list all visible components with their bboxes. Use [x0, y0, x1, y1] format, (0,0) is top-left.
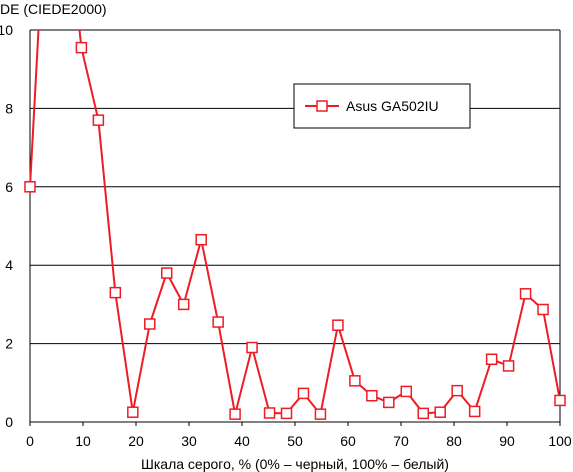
- data-point: [75, 41, 88, 54]
- data-point: [160, 267, 173, 279]
- data-point: [246, 341, 258, 354]
- series-line-0: [29, 30, 561, 416]
- x-tick-label-0: 0: [26, 433, 34, 449]
- x-tick-label-50: 50: [287, 433, 303, 449]
- data-point: [92, 114, 105, 126]
- data-point: [263, 407, 276, 419]
- data-point: [502, 360, 515, 372]
- x-tick-label-10: 10: [75, 433, 91, 449]
- axes: [29, 30, 561, 426]
- data-point: [485, 353, 498, 366]
- data-point: [144, 318, 156, 330]
- x-tick-label-100: 100: [548, 433, 572, 449]
- data-point: [280, 407, 293, 420]
- y-tick-label-8: 8: [5, 100, 13, 116]
- y-tick-label-0: 0: [5, 414, 13, 430]
- y-axis-label: DE (CIEDE2000): [0, 1, 107, 17]
- x-axis-label: Шкала серого, % (0% – черный, 100% – бел…: [141, 456, 449, 472]
- data-point: [519, 288, 532, 300]
- data-point: [554, 394, 566, 407]
- data-point: [314, 408, 327, 420]
- data-point: [127, 406, 139, 418]
- data-point: [24, 181, 36, 193]
- data-point: [417, 407, 430, 420]
- y-tick-label-6: 6: [5, 179, 13, 195]
- data-point: [297, 387, 310, 400]
- data-point: [537, 303, 549, 316]
- data-point: [468, 405, 481, 418]
- gridlines: [30, 29, 560, 345]
- x-tick-label-90: 90: [499, 433, 515, 449]
- data-point: [366, 389, 378, 402]
- data-point: [451, 384, 463, 397]
- x-tick-label-80: 80: [446, 433, 462, 449]
- data-point: [349, 375, 361, 387]
- data-point: [229, 408, 241, 420]
- data-point: [212, 316, 224, 328]
- x-tick-labels: 0 10 20 30 40 50 60 70 80 90 100: [26, 433, 572, 449]
- data-point: [400, 385, 413, 398]
- data-point: [177, 298, 190, 311]
- y-tick-label-2: 2: [5, 336, 13, 352]
- data-point: [383, 396, 395, 409]
- legend-label: Asus GA502IU: [346, 98, 439, 114]
- data-point: [434, 406, 446, 418]
- legend: Asus GA502IU: [293, 83, 471, 129]
- y-tick-label-4: 4: [5, 257, 13, 273]
- x-tick-label-70: 70: [393, 433, 409, 449]
- data-point: [332, 319, 344, 331]
- data-point: [195, 233, 207, 246]
- data-point: [109, 286, 122, 299]
- series-group: [24, 30, 566, 420]
- legend-marker-swatch: [316, 100, 328, 112]
- x-tick-label-30: 30: [181, 433, 197, 449]
- y-tick-label-10: 10: [0, 22, 13, 38]
- x-tick-label-60: 60: [340, 433, 356, 449]
- x-tick-label-40: 40: [234, 433, 250, 449]
- x-tick-label-20: 20: [128, 433, 144, 449]
- y-tick-labels: 0 2 4 6 8 10: [0, 22, 13, 430]
